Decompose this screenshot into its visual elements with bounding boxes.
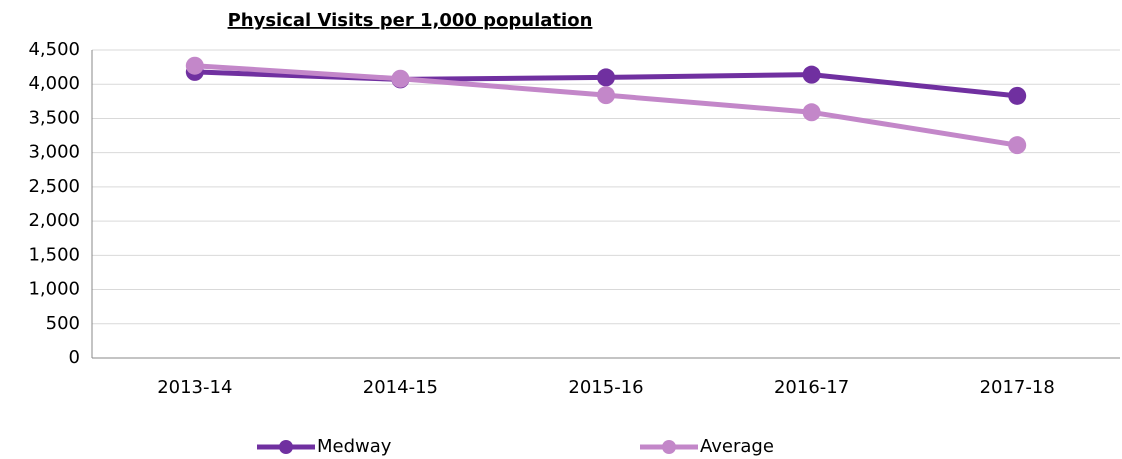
chart-title: Physical Visits per 1,000 population [228,10,593,31]
y-tick-label: 4,500 [28,39,80,60]
y-tick-label: 1,000 [28,279,80,300]
y-tick-label: 4,000 [28,73,80,94]
x-tick-label: 2016-17 [774,377,849,398]
y-tick-label: 3,000 [28,142,80,163]
legend-marker [279,440,293,454]
y-tick-label: 1,500 [28,244,80,265]
x-tick-label: 2015-16 [568,377,643,398]
data-point [1008,86,1027,105]
data-point [185,56,204,75]
x-tick-label: 2014-15 [363,377,438,398]
data-point [802,65,821,84]
x-tick-label: 2013-14 [157,377,232,398]
legend-marker [662,440,676,454]
data-point [1008,136,1027,155]
data-point [802,103,821,122]
y-tick-label: 0 [69,347,80,368]
x-tick-label: 2017-18 [980,377,1055,398]
data-point [597,86,615,105]
data-point [391,69,410,88]
y-tick-label: 2,500 [28,176,80,197]
y-tick-label: 2,000 [28,210,80,231]
y-tick-label: 500 [46,313,80,334]
data-point [597,68,615,87]
legend-label: Medway [317,436,392,457]
legend-label: Average [700,436,774,457]
y-tick-label: 3,500 [28,107,80,128]
